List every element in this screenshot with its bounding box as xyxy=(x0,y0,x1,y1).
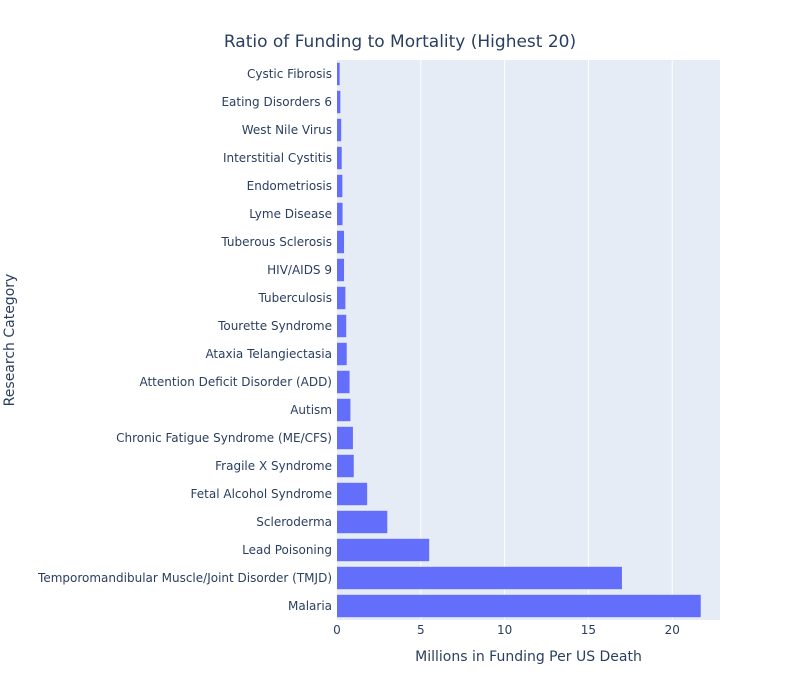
y-tick-label: West Nile Virus xyxy=(242,123,332,137)
bar xyxy=(337,146,342,170)
y-tick-label: Ataxia Telangiectasia xyxy=(205,347,332,361)
y-tick-label: Eating Disorders 6 xyxy=(221,95,332,109)
bar xyxy=(337,230,345,254)
y-tick-label: Tourette Syndrome xyxy=(217,319,332,333)
y-tick-label: Fetal Alcohol Syndrome xyxy=(191,487,332,501)
y-tick-label: Endometriosis xyxy=(247,179,332,193)
bar xyxy=(337,202,343,226)
y-tick-label: Attention Deficit Disorder (ADD) xyxy=(139,375,332,389)
bar xyxy=(337,398,351,422)
x-tick-label: 5 xyxy=(417,623,425,637)
bar xyxy=(337,594,701,618)
y-tick-label: Tuberculosis xyxy=(258,291,333,305)
y-tick-label: Tuberous Sclerosis xyxy=(220,235,332,249)
y-tick-label: Scleroderma xyxy=(256,515,332,529)
y-tick-labels: Malaria Temporomandibular Muscle/Joint Di… xyxy=(37,67,332,613)
y-tick-label: Cystic Fibrosis xyxy=(247,67,332,81)
y-tick-label: Lyme Disease xyxy=(249,207,332,221)
bar xyxy=(337,566,622,590)
bar xyxy=(337,370,350,394)
bar xyxy=(337,258,345,282)
x-tick-label: 0 xyxy=(333,623,341,637)
bar xyxy=(337,174,343,198)
x-tick-label: 20 xyxy=(665,623,680,637)
y-tick-label: Lead Poisoning xyxy=(242,543,332,557)
y-tick-label: Malaria xyxy=(288,599,332,613)
y-tick-label: HIV/AIDS 9 xyxy=(267,263,332,277)
x-tick-label: 10 xyxy=(497,623,512,637)
y-tick-label: Interstitial Cystitis xyxy=(223,151,332,165)
bar xyxy=(337,286,346,310)
bar xyxy=(337,118,342,142)
y-tick-label: Fragile X Syndrome xyxy=(215,459,332,473)
bar xyxy=(337,538,430,562)
x-tick-labels: 0 5 10 15 20 xyxy=(333,623,680,637)
y-tick-label: Temporomandibular Muscle/Joint Disorder … xyxy=(37,571,332,585)
plot-background xyxy=(337,60,720,620)
bars xyxy=(337,62,701,618)
bar xyxy=(337,90,341,114)
gridlines xyxy=(420,60,673,620)
y-tick-label: Autism xyxy=(290,403,332,417)
bar xyxy=(337,454,354,478)
bar xyxy=(337,482,368,506)
bar xyxy=(337,510,388,534)
y-axis-title: Research Category xyxy=(2,274,18,407)
x-axis-title: Millions in Funding Per US Death xyxy=(415,649,642,665)
y-tick-label: Chronic Fatigue Syndrome (ME/CFS) xyxy=(116,431,332,445)
bar xyxy=(337,62,340,86)
chart-title: Ratio of Funding to Mortality (Highest 2… xyxy=(224,32,576,52)
bar xyxy=(337,314,347,338)
bar xyxy=(337,426,353,450)
bar xyxy=(337,342,347,366)
x-tick-label: 15 xyxy=(581,623,596,637)
